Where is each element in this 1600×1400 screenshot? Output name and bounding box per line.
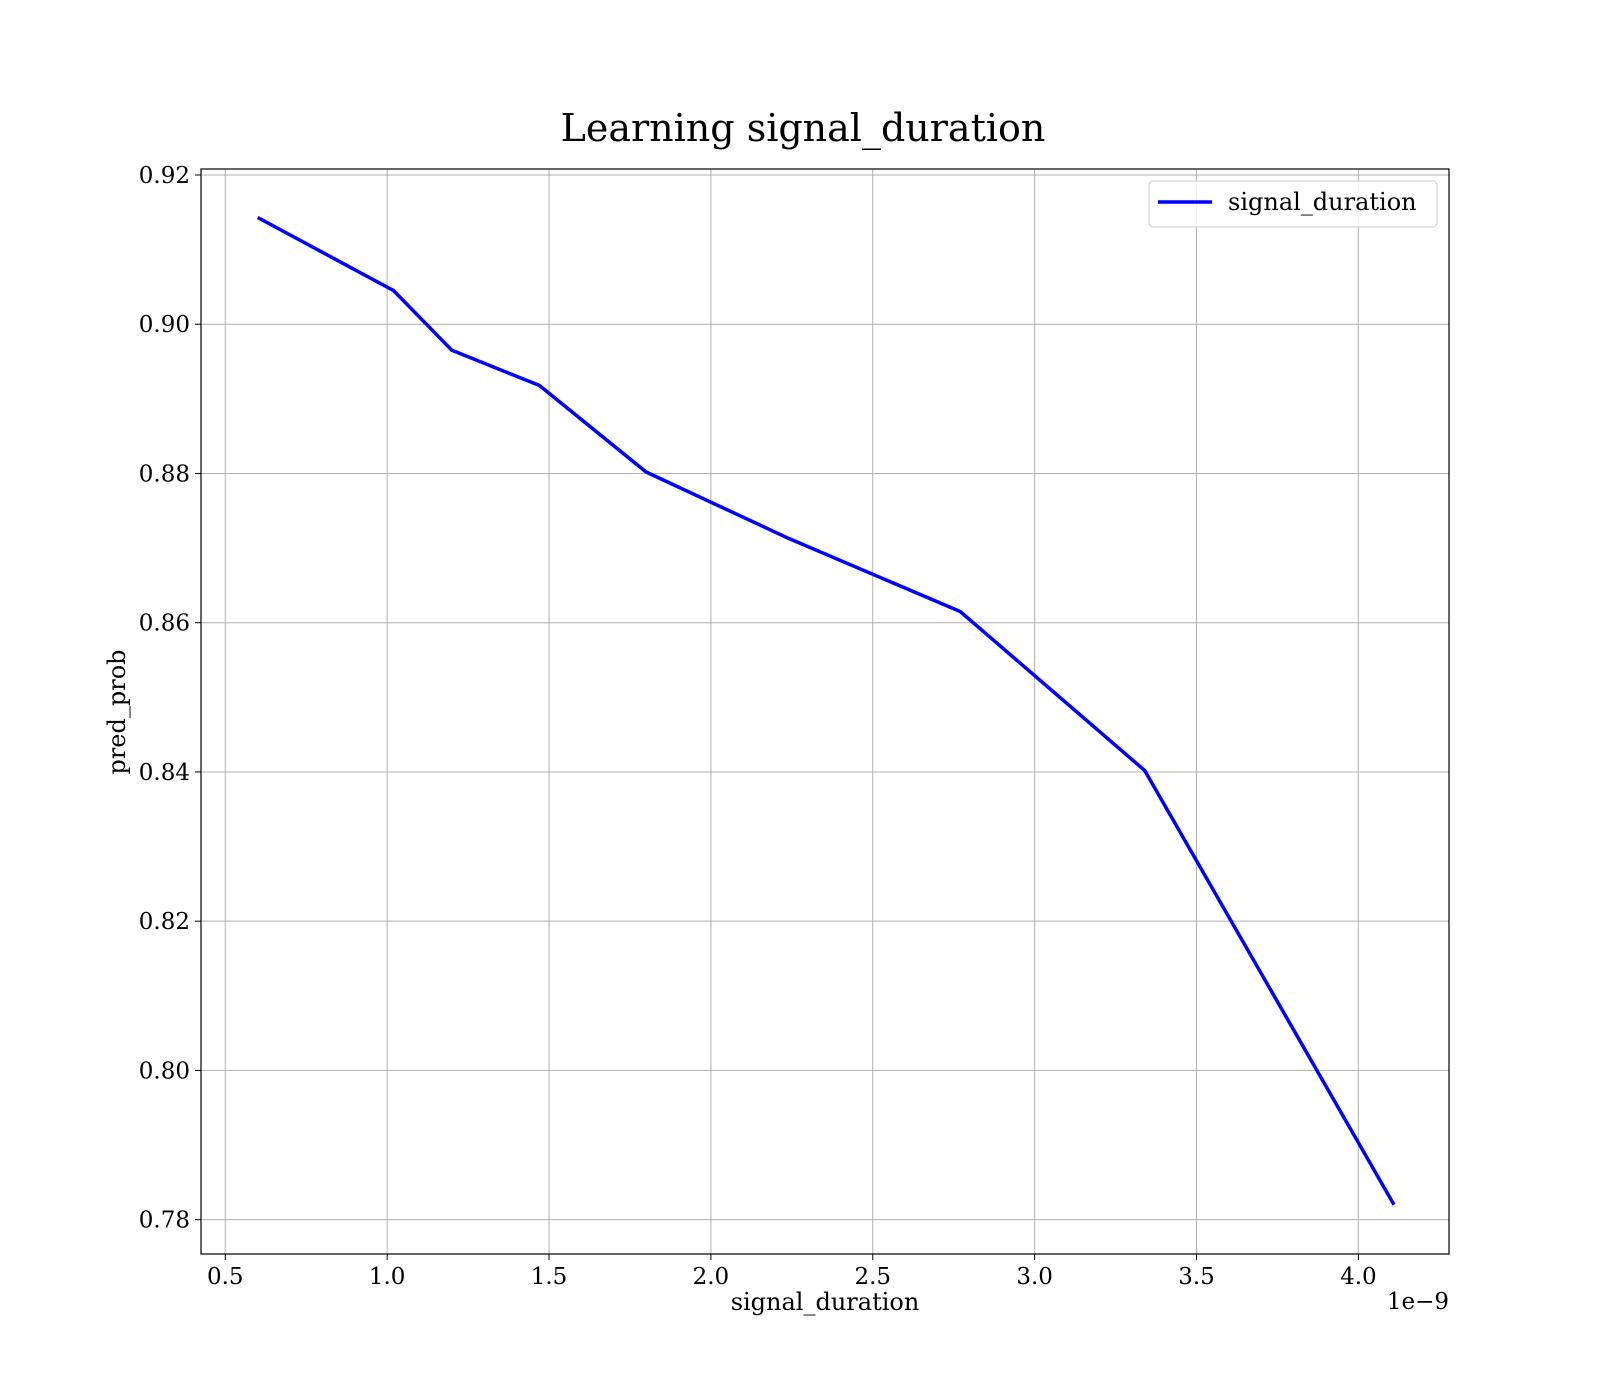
y-axis-ticks: 0.78 0.80 0.82 0.84 0.86 0.88 0.90 0.92 (139, 163, 201, 1234)
y-tick-label: 0.80 (139, 1058, 190, 1084)
y-tick-label: 0.86 (139, 611, 190, 637)
x-tick-label: 1.5 (531, 1264, 568, 1290)
legend: signal_duration (1148, 180, 1438, 228)
y-tick-label: 0.92 (139, 163, 190, 189)
x-tick-label: 2.0 (693, 1264, 730, 1290)
y-tick-label: 0.84 (139, 760, 190, 786)
x-tick-label: 3.0 (1016, 1264, 1053, 1290)
x-tick-label: 3.5 (1178, 1264, 1215, 1290)
plot-frame (200, 168, 1450, 1255)
legend-label: signal_duration (1228, 188, 1417, 216)
x-axis-label: signal_duration (731, 1288, 920, 1316)
legend-box (1148, 180, 1438, 228)
y-tick-label: 0.88 (139, 461, 190, 487)
y-axis-label: pred_prob (103, 649, 131, 774)
y-tick-label: 0.82 (139, 909, 190, 935)
chart-title: Learning signal_duration (561, 106, 1046, 151)
x-tick-label: 0.5 (207, 1264, 244, 1290)
y-tick-label: 0.90 (139, 312, 190, 338)
grid (201, 169, 1449, 1254)
x-axis-offset-label: 1e−9 (1387, 1289, 1449, 1315)
x-tick-label: 4.0 (1340, 1264, 1377, 1290)
x-tick-label: 2.5 (854, 1264, 891, 1290)
x-tick-label: 1.0 (369, 1264, 406, 1290)
x-axis-ticks: 0.5 1.0 1.5 2.0 2.5 3.0 3.5 4.0 (207, 1254, 1377, 1290)
series-line (256, 215, 1396, 1206)
y-tick-label: 0.78 (139, 1208, 190, 1234)
series-layer (256, 215, 1396, 1206)
